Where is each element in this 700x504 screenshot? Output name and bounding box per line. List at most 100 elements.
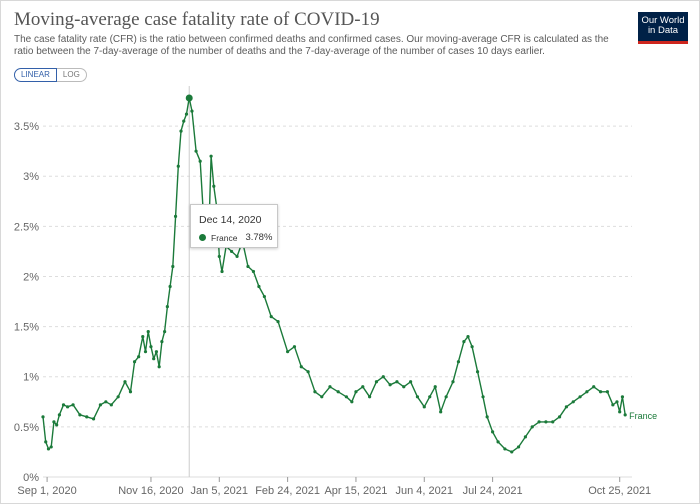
data-point[interactable] [41,415,45,419]
data-point[interactable] [128,390,133,394]
data-point[interactable] [137,355,141,359]
data-point[interactable] [422,405,426,409]
data-point[interactable] [475,370,480,374]
data-point[interactable] [78,413,82,417]
data-point[interactable] [496,440,500,444]
data-point[interactable] [510,450,514,454]
data-point[interactable] [123,380,127,384]
data-point[interactable] [623,413,627,417]
data-point[interactable] [551,420,555,424]
series-line-france[interactable] [42,97,626,453]
data-point[interactable] [46,447,51,451]
data-point[interactable] [235,254,239,259]
data-point[interactable] [336,390,340,394]
data-point[interactable] [544,420,548,424]
highlight-point[interactable] [185,94,193,102]
data-point[interactable] [381,375,385,379]
data-point[interactable] [104,400,108,404]
data-point[interactable] [176,164,180,168]
data-point[interactable] [451,380,455,384]
data-point[interactable] [530,425,534,429]
data-point[interactable] [132,360,137,364]
data-point[interactable] [143,350,148,354]
data-point[interactable] [85,415,89,419]
data-point[interactable] [91,417,96,421]
data-point[interactable] [257,284,261,289]
data-point[interactable] [217,254,221,259]
data-point[interactable] [49,445,53,449]
data-point[interactable] [276,320,280,324]
data-point[interactable] [439,410,443,414]
data-point[interactable] [557,415,562,419]
data-point[interactable] [165,304,169,309]
data-point[interactable] [503,447,507,451]
data-point[interactable] [374,380,379,384]
data-point[interactable] [184,112,189,116]
data-point[interactable] [402,385,406,389]
data-point[interactable] [229,249,234,254]
data-point[interactable] [354,390,358,394]
data-point[interactable] [578,395,582,399]
data-point[interactable] [470,345,474,349]
data-point[interactable] [251,269,256,274]
data-point[interactable] [116,395,120,399]
data-point[interactable] [163,330,167,334]
data-point[interactable] [344,395,348,399]
data-point[interactable] [179,129,183,133]
data-point[interactable] [306,370,310,374]
data-point[interactable] [428,395,432,399]
data-point[interactable] [98,403,102,407]
data-point[interactable] [618,410,622,414]
log-scale-button[interactable]: LOG [56,68,87,82]
data-point[interactable] [598,390,603,394]
data-point[interactable] [61,403,66,407]
data-point[interactable] [173,214,178,218]
data-point[interactable] [462,340,466,344]
data-point[interactable] [220,269,224,274]
data-point[interactable] [491,430,495,434]
data-point[interactable] [592,385,596,389]
data-point[interactable] [149,345,153,349]
data-point[interactable] [615,400,619,404]
data-point[interactable] [190,109,194,113]
data-point[interactable] [168,284,172,289]
data-point[interactable] [388,383,392,387]
data-point[interactable] [585,390,589,394]
data-point[interactable] [154,350,159,354]
data-point[interactable] [368,395,372,399]
data-point[interactable] [209,154,213,158]
data-point[interactable] [571,400,575,404]
data-point[interactable] [361,385,365,389]
data-point[interactable] [269,314,273,319]
data-point[interactable] [481,395,485,399]
data-point[interactable] [57,413,61,417]
data-point[interactable] [171,264,175,269]
data-point[interactable] [44,440,48,444]
data-point[interactable] [395,380,399,384]
data-point[interactable] [152,357,156,361]
data-point[interactable] [313,390,317,394]
data-point[interactable] [516,445,521,449]
data-point[interactable] [286,350,290,354]
data-point[interactable] [415,395,420,399]
data-point[interactable] [620,395,625,399]
data-point[interactable] [212,184,216,188]
data-point[interactable] [194,149,198,153]
data-point[interactable] [299,365,303,369]
data-point[interactable] [350,400,354,404]
data-point[interactable] [320,395,324,399]
data-point[interactable] [160,340,164,344]
data-point[interactable] [71,403,75,407]
data-point[interactable] [52,420,56,424]
data-point[interactable] [466,335,470,339]
data-point[interactable] [292,345,297,349]
data-point[interactable] [433,385,437,389]
owid-logo[interactable]: Our World in Data [638,12,688,44]
data-point[interactable] [564,405,569,409]
data-point[interactable] [409,380,413,384]
data-point[interactable] [537,420,541,424]
data-point[interactable] [146,330,150,334]
data-point[interactable] [456,360,461,364]
data-point[interactable] [444,395,448,399]
